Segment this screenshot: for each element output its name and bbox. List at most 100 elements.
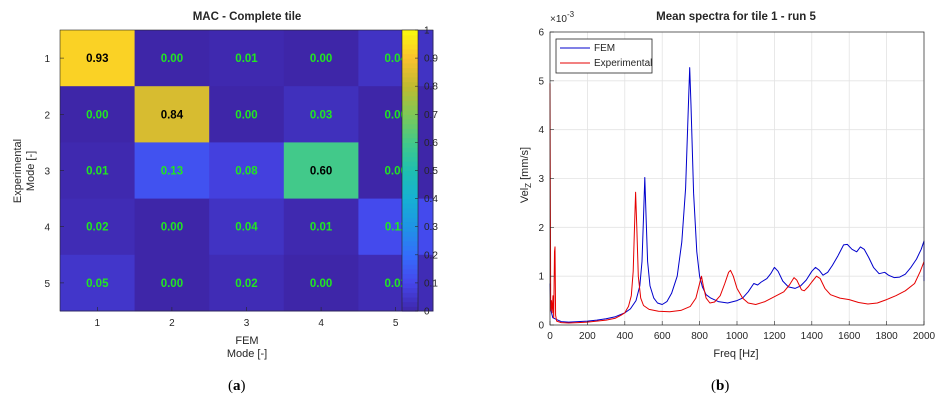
colorbar-tick-label: 0.1 [424,278,438,289]
colorbar-segment [402,301,418,307]
cell-value-label: 0.02 [385,278,407,290]
y-tick-label: 1 [44,54,50,65]
colorbar-tick-label: 0.7 [424,110,438,121]
heatmap-cell [283,198,359,256]
y-tick-label: 4 [538,125,544,136]
heatmap-cell [358,198,434,256]
heatmap-cell [134,254,210,312]
heatmap-cell [60,142,136,200]
chart-title: MAC - Complete tile [193,11,302,23]
heatmap-cell [209,86,285,143]
colorbar-segment [402,240,418,247]
colorbar-segment [402,90,418,97]
heatmap-cell [358,30,434,87]
colorbar-segment [402,142,418,148]
cell-value-label: 0.05 [86,278,109,290]
heatmap-cell [134,86,210,143]
x-tick-label: 1600 [838,331,861,342]
cell-value-label: 0.00 [385,166,407,178]
colorbar-segment [402,81,418,87]
y-tick-labels: 0 1 2 3 4 5 6 [538,28,554,332]
cell-value-label: 0.01 [310,222,333,234]
colorbar-segment [402,184,418,190]
cell-value-label: 0.00 [161,222,183,234]
chart-title: Mean spectra for tile 1 - run 5 [656,11,816,23]
colorbar-segment [402,58,418,64]
colorbar-segment [402,62,418,69]
heatmap-cell [283,30,359,87]
colorbar-segment [402,170,418,176]
colorbar-segment [402,118,418,125]
colorbar-tick-label: 0.4 [424,194,438,205]
colorbar-segment [402,292,418,298]
colorbar-segment [402,151,418,158]
colorbar-tick-label: 1 [424,26,430,37]
y-tick-label: 2 [44,110,50,121]
x-tick-label: 0 [547,331,553,342]
cell-value-label: 0.13 [161,166,183,178]
colorbar-segment [402,287,418,293]
colorbar-segment [402,30,418,36]
x-tick-label: 600 [654,331,671,342]
heatmap-cells: 0.93 0.00 0.01 0.00 0.04 0.00 0.84 0.00 0.03 0.00… [59,29,434,312]
heatmap-cell [209,142,285,200]
colorbar-segment [402,217,418,223]
colorbar-tick-label: 0.9 [424,54,438,65]
x-axis-label-line2: Mode [-] [227,348,267,360]
colorbar-segment [402,175,418,181]
colorbar-segment [402,296,418,303]
legend: FEM Experimental [555,38,653,74]
cell-value-label: 0.93 [86,53,108,65]
colorbar-segment [402,231,418,237]
heatmap-cell [134,142,210,200]
colorbar-segment [402,34,418,40]
colorbar-segment [402,306,418,312]
cell-value-label: 0.00 [86,109,108,121]
colorbar-segment [402,198,418,204]
colorbar-tick-label: 0.5 [424,166,438,177]
x-tick-label: 3 [244,318,250,329]
y-tick-label: 5 [44,279,50,290]
x-tick-label: 1200 [763,331,786,342]
colorbar-segment [402,268,418,275]
y-tick-label: 1 [538,272,544,283]
series-line-fem [549,67,925,323]
y-tick-labels: 1 2 3 4 5 [44,54,64,290]
colorbar-segment [402,104,418,111]
x-tick-label: 4 [318,318,324,329]
cell-value-label: 0.01 [235,53,258,65]
x-tick-label: 2 [169,318,175,329]
colorbar-segment [402,193,418,200]
x-tick-label: 400 [616,331,633,342]
heatmap-cell [209,30,285,87]
cell-value-label: 0.02 [235,278,257,290]
x-axis-label-line1: FEM [235,335,258,347]
x-tick-label: 5 [393,318,399,329]
colorbar-segment [402,137,418,143]
heatmap-cell [134,198,210,256]
colorbar-segment [402,48,418,55]
colorbar-segment [402,254,418,261]
x-axis-label: Freq [Hz] [713,348,758,360]
colorbar-segment [402,128,418,134]
colorbar-segment [402,250,418,256]
colorbar-segment [402,282,418,289]
cell-value-label: 0.60 [310,166,332,178]
y-tick-label: 3 [44,167,50,178]
colorbar-segment [402,109,418,115]
colorbar-segment [402,259,418,265]
cell-value-label: 0.03 [310,109,332,121]
colorbar-segment [402,212,418,218]
heatmap-cell [60,86,136,143]
colorbar-segment [402,53,418,59]
cell-value-label: 0.02 [86,222,108,234]
x-tick-label: 1800 [875,331,898,342]
colorbar: 0 0.1 0.2 0.3 0.4 0.5 0.6 0.7 0.8 0.9 1 [401,26,438,318]
colorbar-segment [402,165,418,172]
colorbar-segment [402,147,418,153]
colorbar-segment [402,44,418,50]
x-tick-label: 800 [691,331,708,342]
colorbar-segment [402,207,418,214]
x-tick-label: 2000 [913,331,936,342]
y-axis-label-line2: Mode [-] [25,151,37,191]
